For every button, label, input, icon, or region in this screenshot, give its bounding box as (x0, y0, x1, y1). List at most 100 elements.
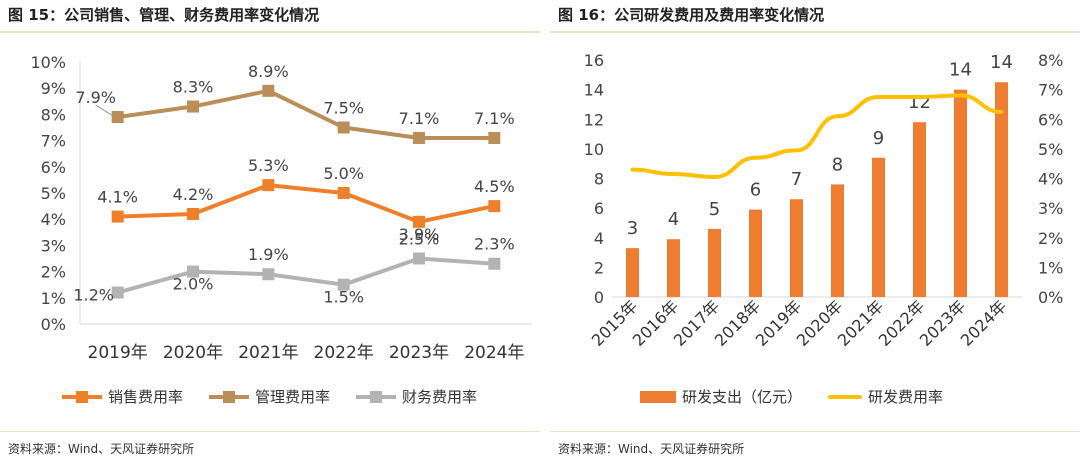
data-marker (187, 265, 199, 278)
y2-tick-label: 1% (1038, 258, 1063, 277)
legend-item-selling: 销售费用率 (62, 386, 183, 407)
y-tick-label: 3% (41, 236, 66, 255)
data-marker (111, 286, 124, 299)
legend-label-admin: 管理费用率 (255, 388, 331, 406)
legend-swatch-rd-ratio (828, 394, 863, 399)
y-tick-label: 7% (41, 132, 66, 151)
bar-value-label: 3 (627, 218, 638, 239)
y-tick-label: 4 (594, 229, 604, 248)
bar-value-label: 4 (668, 209, 679, 230)
data-marker (488, 131, 501, 144)
series-line-0 (117, 183, 495, 224)
x-tick-label: 2022年 (314, 343, 374, 363)
legend-swatch-admin (209, 390, 250, 403)
legend-label-selling: 销售费用率 (108, 388, 184, 406)
data-label: 2.3% (474, 235, 515, 254)
y2-tick-label: 4% (1038, 170, 1063, 189)
bar (872, 157, 885, 297)
data-label: 7.1% (474, 109, 515, 128)
panel-rd-expense: 图 16：公司研发费用及费用率变化情况 0 2 4 6 8 10 12 14 16 0% 1% 2% 3… (550, 0, 1080, 463)
y-tick-label: 2 (594, 258, 604, 277)
legend-swatch-finance (356, 390, 397, 403)
data-marker (111, 210, 124, 223)
y-tick-label: 9% (41, 79, 66, 98)
data-marker (262, 268, 275, 281)
data-label: 7.1% (399, 109, 440, 128)
y-tick-label: 6% (41, 158, 66, 177)
data-marker (413, 131, 425, 144)
bar-value-label: 5 (709, 199, 720, 220)
bar (831, 184, 844, 297)
data-marker (262, 179, 275, 192)
x-tick-label: 2019年 (88, 343, 148, 363)
bar (708, 228, 721, 297)
figure-16-source: 资料来源：Wind、天风证券研究所 (558, 442, 745, 456)
bar-value-label: 9 (873, 128, 884, 149)
data-marker (187, 100, 199, 113)
legend-label-rd-ratio: 研发费用率 (868, 388, 944, 406)
bar (995, 82, 1008, 297)
data-marker (488, 257, 501, 270)
y-tick-label: 10 (584, 140, 604, 159)
legend-swatch-rd-spend (640, 390, 676, 403)
bar (626, 248, 639, 297)
chart1-legend: 销售费用率 管理费用率 财务费用率 (62, 386, 477, 407)
data-label: 1.9% (248, 245, 289, 264)
figure-16-title: 图 16：公司研发费用及费用率变化情况 (558, 6, 825, 24)
data-label: 4.5% (474, 177, 515, 196)
y-tick-label: 6 (594, 199, 604, 218)
data-label: 4.1% (97, 188, 138, 207)
y-tick-label: 0% (41, 315, 66, 334)
y-tick-label: 14 (584, 81, 604, 100)
bar (667, 239, 680, 297)
expense-ratio-line-chart: 0% 1% 2% 3% 4% 5% 6% 7% 8% 9% 10% 2019年 2020年 2021年 20… (30, 53, 532, 363)
bar-value-label: 14 (990, 52, 1013, 73)
data-marker (488, 200, 501, 213)
data-marker (337, 187, 350, 199)
data-marker (413, 252, 425, 265)
data-label: 8.3% (173, 78, 214, 97)
x-tick-label: 2024年 (464, 343, 524, 363)
x-tick-label: 2021年 (238, 343, 298, 363)
data-label: 2.0% (173, 275, 214, 294)
x-tick-label: 2024年 (957, 296, 1011, 350)
bar (749, 209, 762, 297)
legend-label-finance: 财务费用率 (402, 388, 478, 406)
bar-value-label: 8 (832, 154, 843, 175)
data-label: 1.2% (73, 286, 114, 305)
series-line-2 (117, 256, 495, 295)
y2-tick-label: 8% (1038, 51, 1063, 70)
y-tick-label: 2% (41, 263, 66, 282)
data-marker (262, 84, 275, 97)
y2-tick-label: 6% (1038, 110, 1063, 129)
title-divider (0, 31, 540, 33)
data-label: 2.5% (399, 230, 440, 249)
footer-divider (550, 431, 1080, 432)
data-label: 7.9% (75, 88, 116, 107)
panel-expense-ratios: 图 15：公司销售、管理、财务费用率变化情况 0% 1% 2% 3% 4% 5% 6% 7% 8… (0, 6, 540, 456)
label-leader-line (95, 104, 112, 116)
bar (913, 122, 926, 298)
title-divider (550, 31, 1080, 33)
y-tick-label: 8 (594, 170, 604, 189)
bar-value-label: 7 (791, 169, 802, 190)
data-marker (413, 215, 425, 228)
y-tick-label: 8% (41, 105, 66, 124)
legend-swatch-selling (62, 390, 102, 403)
y-tick-label: 4% (41, 210, 66, 229)
legend-item-admin: 管理费用率 (209, 386, 330, 407)
y2-tick-label: 2% (1038, 229, 1063, 248)
bar-value-label: 6 (750, 180, 761, 201)
legend-item-rd-ratio: 研发费用率 (828, 386, 943, 407)
legend-item-rd-spend: 研发支出（亿元） (640, 386, 802, 407)
bar-value-label: 14 (949, 60, 972, 81)
figure-15-source: 资料来源：Wind、天风证券研究所 (8, 442, 195, 456)
data-label: 5.0% (323, 164, 364, 183)
y2-tick-label: 7% (1038, 81, 1063, 100)
x-tick-label: 2023年 (389, 343, 449, 363)
bar (790, 199, 803, 297)
figure-15-title: 图 15：公司销售、管理、财务费用率变化情况 (8, 6, 320, 24)
series-line-1 (117, 88, 495, 140)
data-label: 8.9% (248, 62, 289, 81)
